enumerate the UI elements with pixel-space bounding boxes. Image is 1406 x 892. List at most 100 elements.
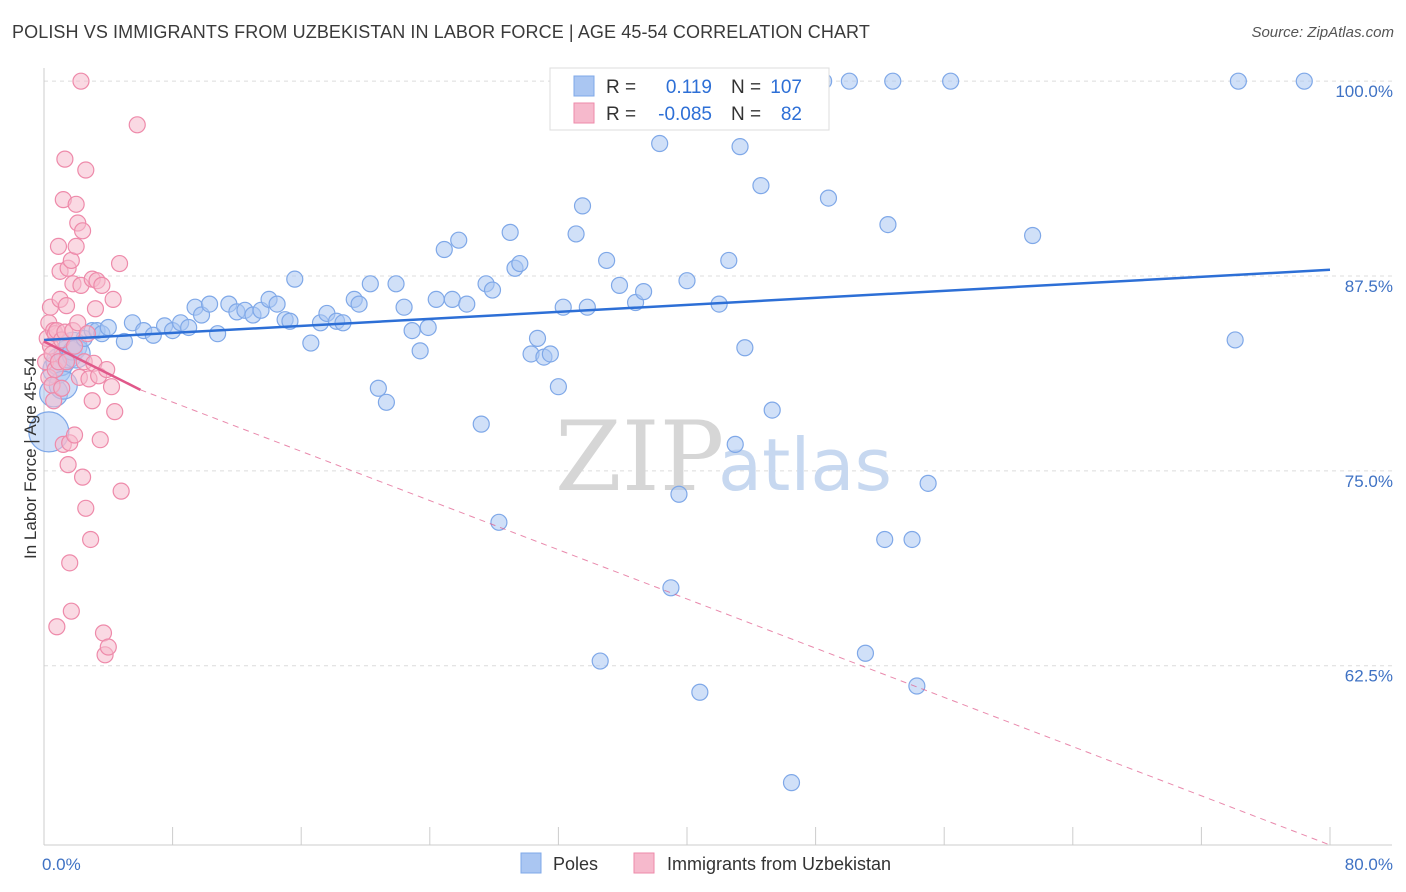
poles-point-95 xyxy=(856,644,875,662)
uzbekistan-point-47 xyxy=(78,325,97,343)
uzbekistan-point-61 xyxy=(99,638,117,656)
trend-line-0 xyxy=(43,268,1331,342)
poles-point-70 xyxy=(578,298,596,316)
legend-r-label-2: R = xyxy=(606,104,636,125)
poles-point-99 xyxy=(903,530,921,549)
poles-point-23 xyxy=(200,295,219,313)
uzbekistan-point-35 xyxy=(65,337,84,355)
uzbekistan-point-65 xyxy=(110,254,129,273)
poles-point-41 xyxy=(350,295,368,313)
uzbekistan-point-34 xyxy=(65,426,84,444)
poles-point-77 xyxy=(651,134,669,153)
uzbekistan-point-30 xyxy=(62,602,80,620)
legend-r-label-1: R = xyxy=(606,77,636,98)
poles-point-94 xyxy=(840,72,858,90)
points-layer xyxy=(28,72,1313,792)
legend-n-value-2: 82 xyxy=(781,104,802,125)
poles-point-47 xyxy=(403,321,421,340)
poles-point-86 xyxy=(731,138,749,156)
uzbekistan-point-66 xyxy=(112,482,130,500)
bottom-legend-label-poles: Poles xyxy=(553,854,598,874)
poles-point-84 xyxy=(720,251,738,270)
uzbekistan-point-51 xyxy=(83,392,101,410)
uzbekistan-point-9 xyxy=(45,392,63,410)
poles-point-45 xyxy=(387,275,405,293)
uzbekistan-point-42 xyxy=(73,468,92,486)
poles-point-79 xyxy=(670,485,688,503)
legend-r-value-1: 0.119 xyxy=(666,77,712,98)
trend-extension-1 xyxy=(140,389,1331,846)
poles-point-80 xyxy=(678,272,696,290)
legend-n-label-1: N = xyxy=(731,77,761,98)
top-legend: R = 0.119 N = 107 R = -0.085 N = 82 xyxy=(549,67,830,131)
poles-point-46 xyxy=(395,298,413,316)
poles-point-74 xyxy=(610,276,629,294)
y-tick-label-3: 62.5% xyxy=(1345,667,1393,686)
poles-point-65 xyxy=(541,345,559,363)
bottom-legend: Poles Immigrants from Uzbekistan xyxy=(520,852,891,874)
uzbekistan-point-12 xyxy=(48,618,66,636)
poles-point-42 xyxy=(361,275,379,293)
poles-point-101 xyxy=(919,474,937,492)
poles-point-55 xyxy=(472,415,490,433)
uzbekistan-point-36 xyxy=(67,195,85,213)
poles-point-61 xyxy=(511,254,529,273)
uzbekistan-point-37 xyxy=(67,237,85,256)
uzbekistan-point-68 xyxy=(72,72,90,90)
uzbekistan-point-19 xyxy=(53,379,71,397)
trend-line-1 xyxy=(43,340,142,391)
uzbekistan-point-63 xyxy=(104,290,122,309)
x-tick-label-0: 0.0% xyxy=(42,855,81,874)
poles-point-43 xyxy=(369,379,387,397)
poles-point-104 xyxy=(1226,331,1244,349)
trend-layer xyxy=(43,268,1331,846)
poles-point-58 xyxy=(490,513,508,531)
poles-point-102 xyxy=(942,72,960,90)
poles-point-103 xyxy=(1024,226,1042,245)
chart-title: POLISH VS IMMIGRANTS FROM UZBEKISTAN IN … xyxy=(12,22,870,42)
poles-point-93 xyxy=(819,189,838,207)
poles-point-31 xyxy=(268,295,286,313)
y-axis-label: In Labor Force | Age 45-54 xyxy=(21,357,40,559)
poles-point-57 xyxy=(483,281,502,299)
poles-point-81 xyxy=(691,683,709,701)
poles-point-13 xyxy=(115,332,133,351)
uzbekistan-point-49 xyxy=(82,530,100,549)
uzbekistan-point-62 xyxy=(102,378,121,396)
poles-point-97 xyxy=(879,215,897,234)
bottom-legend-label-uzbekistan: Immigrants from Uzbekistan xyxy=(667,854,891,874)
poles-point-59 xyxy=(501,223,519,241)
poles-point-66 xyxy=(549,378,568,396)
grid-layer xyxy=(44,80,1392,667)
poles-point-51 xyxy=(435,240,453,259)
legend-r-value-2: -0.085 xyxy=(658,104,712,125)
watermark-atlas: atlas xyxy=(718,423,892,507)
legend-swatch-poles xyxy=(573,75,595,97)
y-tick-label-1: 87.5% xyxy=(1345,277,1393,296)
legend-box xyxy=(549,67,830,131)
poles-point-34 xyxy=(286,270,304,288)
uzbekistan-point-53 xyxy=(86,300,105,318)
poles-point-106 xyxy=(1295,72,1313,90)
poles-point-100 xyxy=(908,677,926,695)
poles-point-49 xyxy=(419,318,437,337)
uzbekistan-point-56 xyxy=(91,431,109,449)
poles-point-105 xyxy=(1229,72,1247,90)
legend-n-label-2: N = xyxy=(731,104,761,125)
uzbekistan-point-46 xyxy=(77,499,95,517)
poles-point-78 xyxy=(662,579,680,597)
uzbekistan-point-64 xyxy=(106,403,124,421)
poles-point-44 xyxy=(377,393,395,411)
poles-point-12 xyxy=(99,318,117,337)
legend-n-value-1: 107 xyxy=(770,77,802,98)
legend-swatch-uzbekistan xyxy=(573,102,595,124)
chart-source: Source: ZipAtlas.com xyxy=(1251,24,1394,41)
poles-point-52 xyxy=(443,290,461,309)
poles-point-98 xyxy=(884,72,902,90)
bottom-legend-swatch-uzbekistan xyxy=(633,852,655,874)
poles-point-88 xyxy=(752,177,770,195)
bottom-legend-swatch-poles xyxy=(520,852,542,874)
axis-layer: 100.0% 87.5% 75.0% 62.5% 0.0% 80.0% xyxy=(42,68,1393,874)
y-tick-label-0: 100.0% xyxy=(1335,82,1393,101)
